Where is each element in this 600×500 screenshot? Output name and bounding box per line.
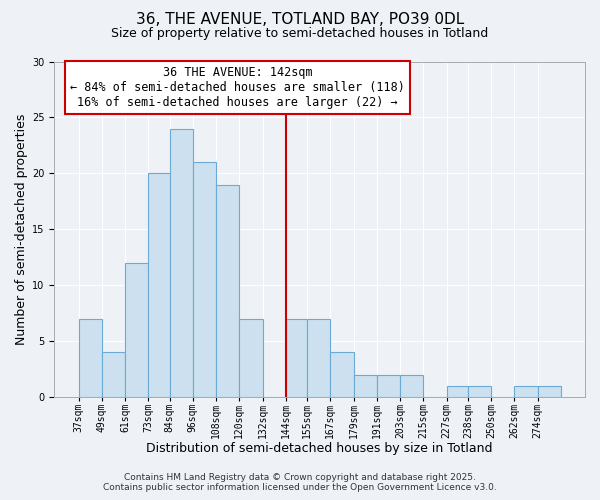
Text: Size of property relative to semi-detached houses in Totland: Size of property relative to semi-detach… — [112, 28, 488, 40]
Bar — [170, 128, 193, 397]
Bar — [377, 374, 400, 397]
Bar — [468, 386, 491, 397]
Bar — [331, 352, 353, 397]
Text: 36, THE AVENUE, TOTLAND BAY, PO39 0DL: 36, THE AVENUE, TOTLAND BAY, PO39 0DL — [136, 12, 464, 28]
Y-axis label: Number of semi-detached properties: Number of semi-detached properties — [15, 114, 28, 345]
Bar — [353, 374, 377, 397]
Bar — [125, 263, 148, 397]
X-axis label: Distribution of semi-detached houses by size in Totland: Distribution of semi-detached houses by … — [146, 442, 493, 455]
Bar — [446, 386, 468, 397]
Bar — [400, 374, 424, 397]
Text: 36 THE AVENUE: 142sqm
← 84% of semi-detached houses are smaller (118)
16% of sem: 36 THE AVENUE: 142sqm ← 84% of semi-deta… — [70, 66, 405, 109]
Bar — [193, 162, 216, 397]
Bar — [286, 318, 307, 397]
Bar — [148, 174, 170, 397]
Text: Contains HM Land Registry data © Crown copyright and database right 2025.
Contai: Contains HM Land Registry data © Crown c… — [103, 473, 497, 492]
Bar — [538, 386, 561, 397]
Bar — [514, 386, 538, 397]
Bar — [307, 318, 331, 397]
Bar — [216, 184, 239, 397]
Bar — [239, 318, 263, 397]
Bar — [102, 352, 125, 397]
Bar — [79, 318, 102, 397]
